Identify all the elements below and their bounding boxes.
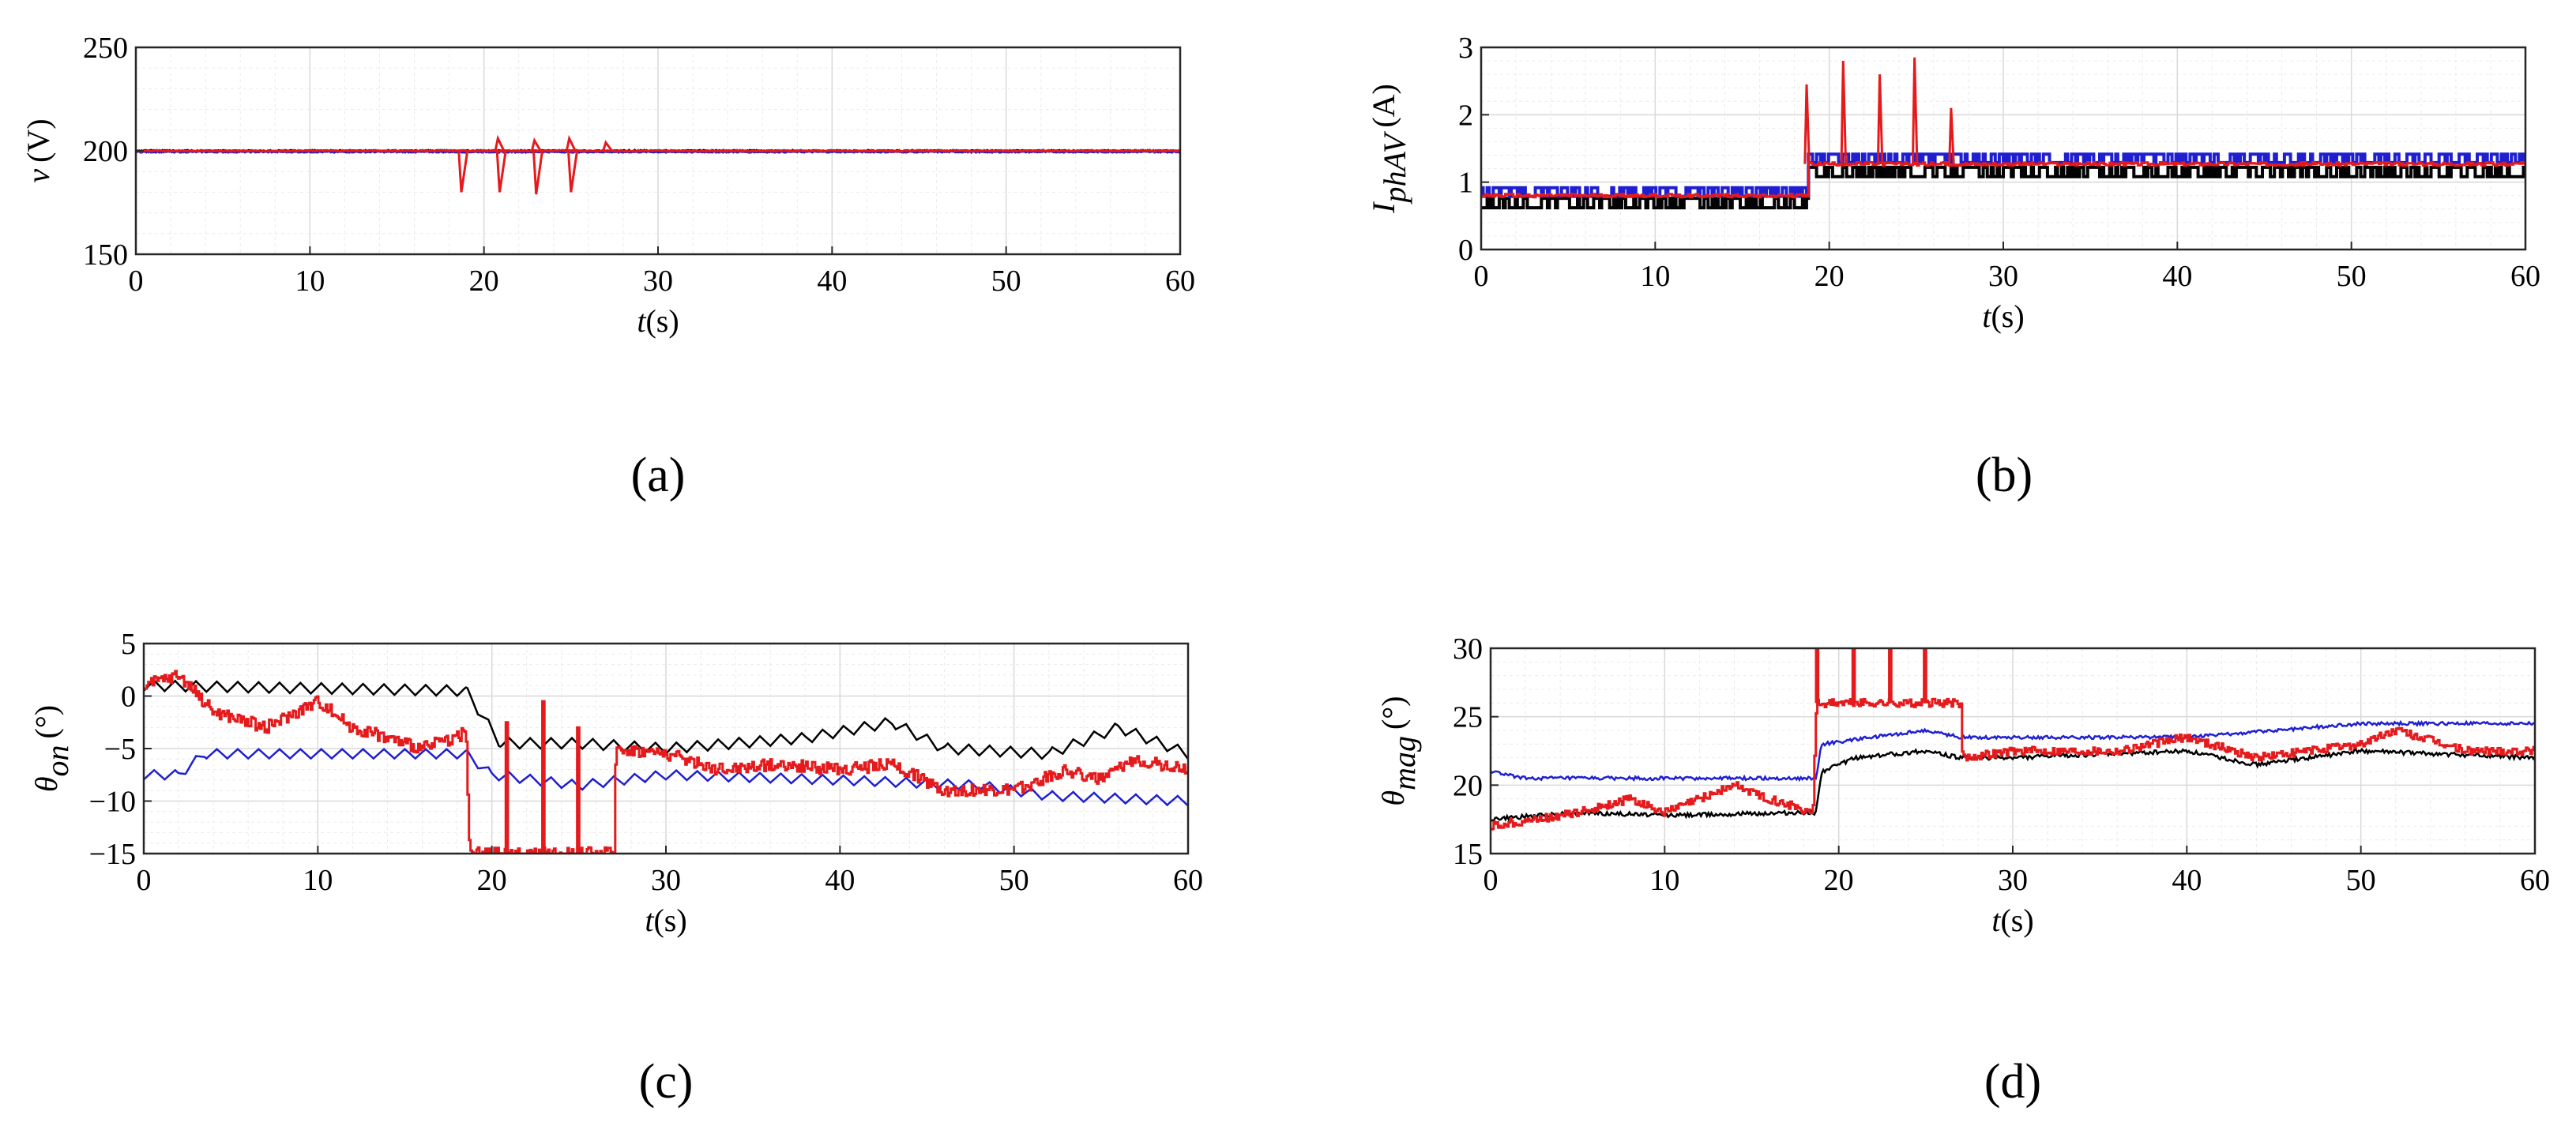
x-tick-label: 50	[2337, 260, 2367, 293]
x-tick-label: 10	[295, 265, 325, 298]
panel-label: (b)	[1976, 449, 2033, 502]
series-line-red	[144, 670, 1188, 854]
series-event-mark	[494, 134, 506, 152]
series-line-red	[136, 148, 1180, 153]
x-tick-label: 0	[129, 265, 144, 298]
series-spike	[1911, 57, 1919, 164]
y-tick-label: 5	[121, 628, 136, 661]
series-spike	[1888, 648, 1893, 704]
series-group	[136, 134, 1180, 195]
series-event-mark	[532, 150, 543, 195]
panel-label: (c)	[639, 1055, 694, 1109]
x-tick-label: 40	[825, 864, 855, 897]
series-line-blue	[1491, 719, 2535, 783]
x-tick-label: 50	[2346, 864, 2376, 897]
series-spike	[1923, 648, 1927, 704]
y-tick-label: 20	[1453, 769, 1483, 802]
y-axis-label: θon(°)	[28, 705, 75, 792]
x-tick-label: 20	[1814, 260, 1845, 293]
y-tick-label: 3	[1458, 32, 1473, 65]
panel-c: 0 10 20 30 40 50 60 −15 −10 −5 0 5 t(s) θon(°) (c)	[28, 628, 1203, 1109]
x-tick-label: 0	[137, 864, 152, 897]
series-event-mark	[567, 150, 579, 193]
x-tick-label: 40	[2162, 260, 2192, 293]
series-group	[1481, 57, 2525, 210]
series-group	[1491, 648, 2535, 831]
y-tick-label: 200	[83, 135, 128, 168]
y-tick-label: 25	[1453, 701, 1483, 734]
series-spike	[1814, 648, 1820, 704]
panel-label: (a)	[631, 449, 686, 502]
series-event-mark	[530, 137, 542, 152]
y-tick-label: 30	[1453, 632, 1483, 666]
x-tick-label: 60	[1165, 265, 1195, 298]
series-spike	[1803, 84, 1811, 164]
x-axis-label: t(s)	[1982, 298, 2024, 334]
x-tick-label: 30	[651, 864, 681, 897]
y-tick-label: −15	[89, 838, 136, 871]
series-spike	[1840, 61, 1848, 164]
x-axis-label: t(s)	[645, 903, 686, 938]
y-axis-label: θmag(°)	[1375, 696, 1422, 805]
x-tick-label: 10	[303, 864, 333, 897]
x-tick-label: 10	[1640, 260, 1670, 293]
x-tick-label: 40	[2172, 864, 2202, 897]
series-event-mark	[602, 140, 613, 152]
x-tick-label: 20	[477, 864, 507, 897]
x-tick-label: 20	[1824, 864, 1854, 897]
series-spike	[1948, 107, 1955, 164]
series-group	[144, 670, 1188, 854]
x-tick-label: 30	[643, 265, 673, 298]
panel-a: 0 10 20 30 40 50 60 150 200 250 t(s) v(V) (a)	[21, 32, 1195, 502]
x-tick-label: 40	[817, 265, 847, 298]
series-event-mark	[457, 150, 469, 193]
panel-label: (d)	[1984, 1055, 2041, 1109]
x-tick-label: 10	[1649, 864, 1679, 897]
panel-b: 0 10 20 30 40 50 60 0 1 2 3 t(s) IphAV(A) (b)	[1366, 32, 2540, 502]
x-tick-label: 30	[1988, 260, 2018, 293]
series-spike	[541, 700, 546, 854]
x-tick-label: 20	[469, 265, 499, 298]
panel-d: 0 10 20 30 40 50 60 15 20 25 30 t(s) θmag(°) (d)	[1375, 632, 2550, 1109]
x-axis-label: t(s)	[637, 303, 679, 339]
series-line-black	[1481, 165, 2525, 210]
series-line-red	[1491, 697, 2535, 831]
series-spike	[504, 721, 510, 854]
y-tick-label: 2	[1458, 99, 1473, 132]
series-line-red	[1481, 161, 2525, 199]
x-tick-label: 60	[2510, 260, 2540, 293]
x-tick-label: 30	[1998, 864, 2028, 897]
x-tick-label: 60	[2520, 864, 2550, 897]
x-tick-label: 50	[991, 265, 1021, 298]
y-tick-label: 1	[1458, 167, 1473, 200]
y-tick-label: −5	[104, 733, 136, 766]
series-spike	[1876, 74, 1884, 164]
x-tick-label: 0	[1474, 260, 1489, 293]
x-tick-label: 50	[999, 864, 1029, 897]
series-event-mark	[495, 150, 507, 193]
x-tick-label: 60	[1173, 864, 1203, 897]
y-tick-label: 0	[121, 681, 136, 714]
y-tick-label: 250	[83, 32, 128, 65]
y-axis-label: IphAV(A)	[1366, 84, 1412, 214]
y-tick-label: 150	[83, 238, 128, 272]
series-spike	[1851, 648, 1856, 704]
y-axis-label: v(V)	[21, 118, 56, 182]
series-spike	[576, 726, 581, 854]
x-axis-label: t(s)	[1991, 903, 2033, 938]
y-tick-label: 0	[1458, 234, 1473, 267]
y-tick-label: −10	[89, 786, 136, 819]
x-tick-label: 0	[1484, 864, 1499, 897]
series-event-mark	[565, 134, 577, 152]
y-tick-label: 15	[1453, 838, 1483, 871]
